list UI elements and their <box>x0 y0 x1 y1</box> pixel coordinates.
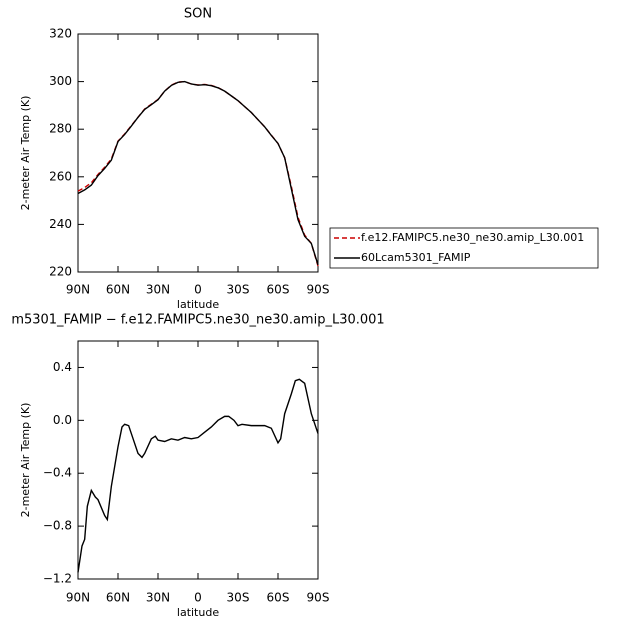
x-tick-label: 90N <box>66 283 90 297</box>
y-tick-label: 0.4 <box>53 360 72 374</box>
x-axis-label: latitude <box>177 298 219 311</box>
x-tick-label: 60S <box>267 591 290 605</box>
plot-frame <box>77 33 319 273</box>
y-tick-label: 280 <box>49 122 72 136</box>
plot-frame <box>77 340 319 580</box>
y-tick-label: −1.2 <box>43 572 72 586</box>
x-tick-label: 30S <box>227 283 250 297</box>
x-tick-label: 90S <box>307 283 330 297</box>
x-tick-label: 90N <box>66 591 90 605</box>
y-tick-label: 0.0 <box>53 413 72 427</box>
chart-title: SON <box>184 7 212 22</box>
legend-label: 60Lcam5301_FAMIP <box>361 251 471 264</box>
y-axis-label: 2-meter Air Temp (K) <box>19 403 32 518</box>
y-tick-label: −0.8 <box>43 519 72 533</box>
legend-box <box>329 227 599 269</box>
y-tick-label: −0.4 <box>43 466 72 480</box>
data-line <box>77 378 319 573</box>
data-line <box>77 80 319 267</box>
x-tick-label: 30S <box>227 591 250 605</box>
chart-title: m5301_FAMIP − f.e12.FAMIPC5.ne30_ne30.am… <box>11 313 384 328</box>
y-tick-label: 260 <box>49 169 72 183</box>
y-tick-label: 320 <box>49 27 72 41</box>
x-tick-label: 60N <box>106 591 130 605</box>
y-tick-label: 240 <box>49 217 72 231</box>
x-tick-label: 30N <box>146 283 170 297</box>
x-tick-label: 30N <box>146 591 170 605</box>
legend-label: f.e12.FAMIPC5.ne30_ne30.amip_L30.001 <box>361 231 584 244</box>
x-tick-label: 60S <box>267 283 290 297</box>
y-axis-label: 2-meter Air Temp (K) <box>19 96 32 211</box>
x-tick-label: 0 <box>194 591 202 605</box>
y-tick-label: 220 <box>49 265 72 279</box>
data-line <box>77 80 319 266</box>
y-tick-label: 300 <box>49 74 72 88</box>
x-tick-label: 0 <box>194 283 202 297</box>
x-tick-label: 90S <box>307 591 330 605</box>
x-axis-label: latitude <box>177 606 219 619</box>
x-tick-label: 60N <box>106 283 130 297</box>
